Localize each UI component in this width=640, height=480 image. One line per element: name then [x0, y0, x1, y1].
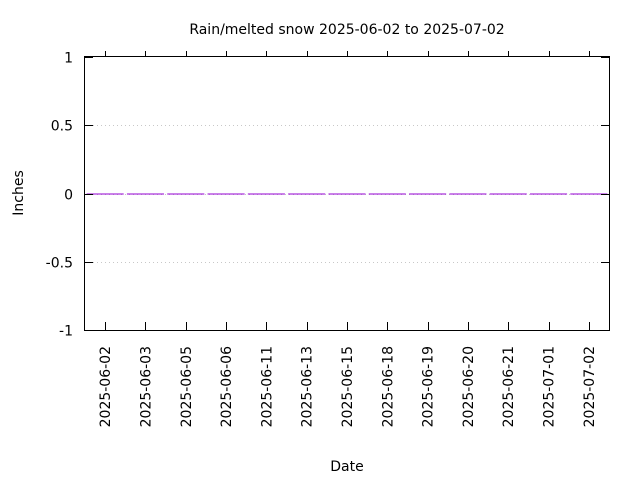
bar — [207, 193, 245, 195]
x-axis: 2025-06-02 2025-06-03 2025-06-05 2025-06-06… — [98, 51, 598, 427]
bar — [167, 193, 205, 195]
x-tick-label: 2025-06-18 — [380, 346, 396, 427]
x-tick-label: 2025-06-03 — [138, 346, 154, 427]
x-tick-label: 2025-06-13 — [300, 346, 316, 427]
x-axis-label: Date — [330, 459, 363, 475]
x-tick-label: 2025-06-11 — [259, 346, 275, 427]
x-tick-label: 2025-06-05 — [179, 346, 195, 427]
bars — [86, 193, 608, 195]
y-tick-label: -1 — [59, 324, 73, 340]
x-tick-label: 2025-07-02 — [582, 346, 598, 427]
y-axis: -1 -0.5 0 0.5 1 — [46, 51, 609, 340]
y-tick-label: 0 — [64, 188, 73, 204]
y-tick-label: -0.5 — [46, 256, 73, 272]
x-tick-label: 2025-06-02 — [98, 346, 114, 427]
bar — [288, 193, 326, 195]
bar — [368, 193, 406, 195]
bar — [126, 193, 165, 195]
bar — [570, 193, 608, 195]
x-tick-label: 2025-06-21 — [501, 346, 517, 427]
x-tick-label: 2025-06-06 — [219, 346, 235, 427]
bar — [489, 193, 527, 195]
bar — [247, 193, 285, 195]
x-tick-label: 2025-06-19 — [421, 346, 437, 427]
y-axis-label: Inches — [11, 170, 27, 215]
y-tick-label: 1 — [64, 51, 73, 67]
bar — [409, 193, 447, 195]
chart-title: Rain/melted snow 2025-06-02 to 2025-07-0… — [189, 22, 504, 38]
x-tick-label: 2025-06-20 — [461, 346, 477, 427]
x-tick-label: 2025-07-01 — [542, 346, 558, 427]
bar — [529, 193, 568, 195]
y-tick-label: 0.5 — [51, 119, 73, 135]
bar — [449, 193, 487, 195]
bar — [328, 193, 366, 195]
x-tick-label: 2025-06-15 — [340, 346, 356, 427]
bar — [86, 193, 124, 195]
